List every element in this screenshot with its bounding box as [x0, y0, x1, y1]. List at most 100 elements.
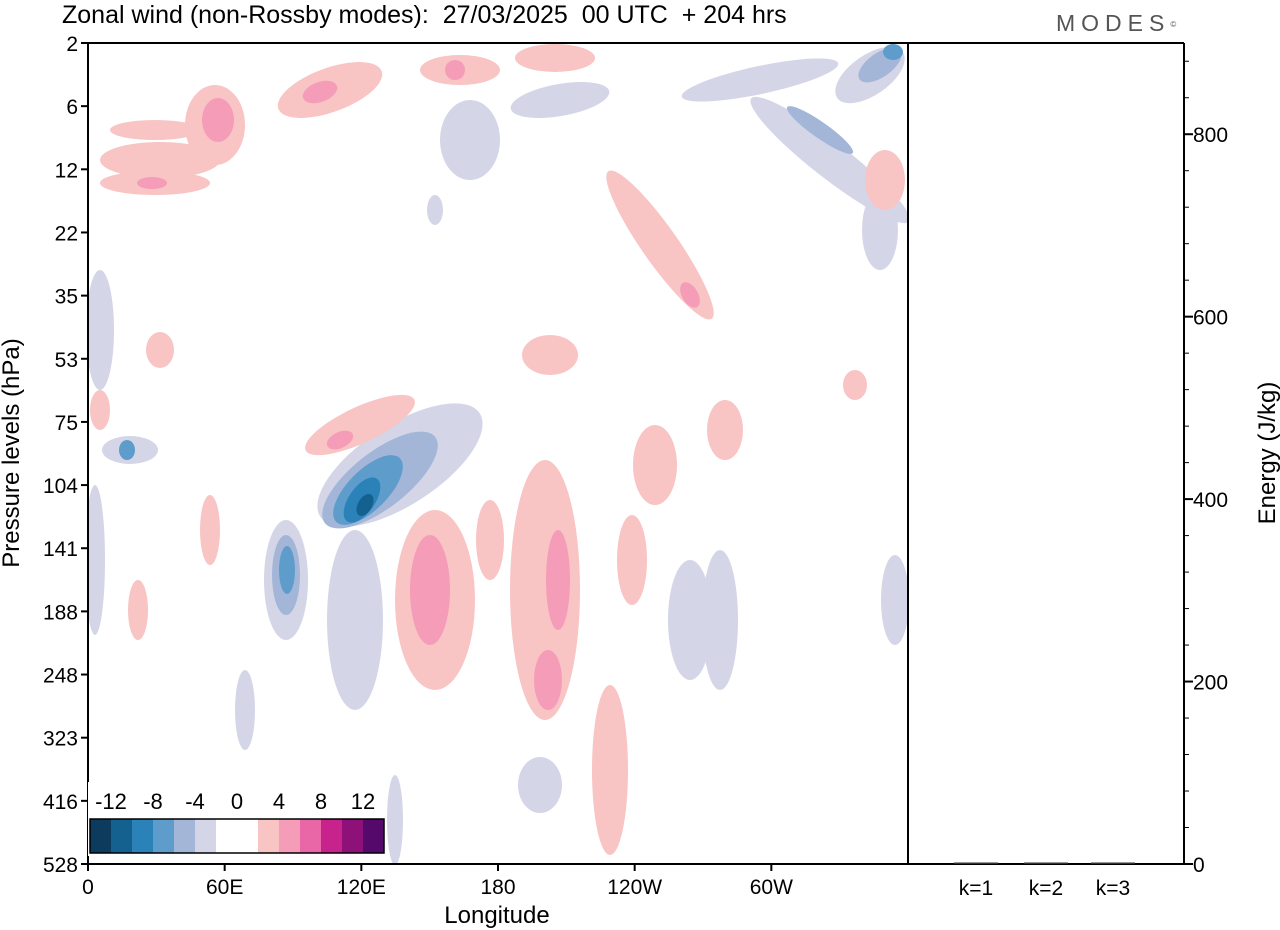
contour-region	[440, 100, 500, 180]
energy-bars: k=1 k=2 k=3	[954, 862, 1135, 900]
colorbar-swatch	[174, 819, 195, 853]
contour-region	[128, 580, 148, 640]
colorbar-label: -12	[95, 789, 127, 814]
colorbar-swatch	[300, 819, 321, 853]
contour-region	[680, 282, 700, 308]
contour-region	[617, 515, 647, 605]
contour-region	[327, 530, 383, 710]
contour-region	[100, 142, 220, 178]
colorbar-swatch	[279, 819, 300, 853]
contour-region	[510, 460, 580, 720]
wavenumber-label: k=3	[1096, 877, 1130, 900]
x-tick-label: 120W	[607, 876, 662, 899]
y-tick-label: 2	[66, 33, 78, 56]
colorbar-label: -4	[185, 789, 205, 814]
wind-field	[88, 44, 908, 864]
energy-axis: 0 200 400 600 800	[1184, 60, 1228, 877]
colorbar-label: 12	[351, 789, 375, 814]
contour-region	[279, 546, 295, 594]
x-tick-label: 60E	[206, 876, 243, 899]
contour-region	[883, 44, 903, 60]
contour-region	[387, 775, 403, 864]
colorbar-swatch	[216, 819, 237, 853]
contour-region	[702, 550, 738, 690]
contour-region	[110, 120, 200, 140]
colorbar-swatch	[111, 819, 132, 853]
contour-region	[681, 58, 839, 102]
contour-region	[410, 535, 450, 645]
energy-tick-label: 400	[1193, 489, 1228, 512]
colorbar-swatch	[363, 819, 384, 853]
contour-region	[668, 560, 712, 680]
contour-region	[707, 400, 743, 460]
contour-region	[88, 270, 114, 390]
contour-region	[515, 44, 595, 72]
x-tick-label: 120E	[337, 876, 386, 899]
energy-bar	[1024, 862, 1068, 864]
energy-axis-title: Energy (J/kg)	[1254, 382, 1280, 525]
wavenumber-label: k=1	[959, 877, 993, 900]
y-tick-label: 141	[43, 538, 78, 561]
longitude-axis: 0 60E 120E 180 120W 60W	[82, 864, 793, 899]
y-tick-label: 416	[43, 791, 78, 814]
y-tick-label: 35	[55, 286, 78, 309]
colorbar: -12 -8 -4 0 4 8 12	[88, 782, 386, 856]
brand-mark: ©	[1170, 20, 1177, 29]
contour-region	[119, 440, 135, 460]
energy-tick-label: 200	[1193, 672, 1228, 695]
contour-region	[546, 530, 570, 630]
contour-region	[137, 177, 167, 189]
y-tick-label: 528	[43, 854, 78, 877]
brand-text: MODES	[1056, 10, 1171, 36]
colorbar-swatch	[132, 819, 153, 853]
energy-tick-label: 0	[1193, 854, 1205, 877]
contour-region	[522, 335, 578, 375]
pressure-axis: 2 6 12 22 35 53 75 104 141 188 248 323 416 528	[43, 33, 88, 877]
colorbar-frame	[89, 818, 385, 854]
y-tick-label: 104	[43, 475, 78, 498]
colorbar-swatch	[258, 819, 279, 853]
contour-region	[786, 106, 854, 154]
x-tick-label: 0	[82, 876, 94, 899]
colorbar-swatch	[195, 819, 216, 853]
y-tick-label: 12	[55, 159, 78, 182]
contour-region	[534, 650, 562, 710]
x-tick-label: 60W	[750, 876, 793, 899]
x-tick-label: 180	[480, 876, 515, 899]
contour-region	[633, 425, 677, 505]
y-tick-label: 75	[55, 412, 78, 435]
energy-bar	[954, 862, 998, 864]
colorbar-swatch	[153, 819, 174, 853]
contour-region	[592, 685, 628, 855]
colorbar-swatch	[90, 819, 111, 853]
contour-region	[510, 82, 610, 118]
colorbar-label: -8	[143, 789, 163, 814]
contour-region	[865, 150, 905, 210]
contour-region	[862, 190, 898, 270]
y-tick-label: 188	[43, 601, 78, 624]
y-tick-label: 323	[43, 728, 78, 751]
x-axis-title: Longitude	[444, 902, 549, 929]
contour-region	[200, 495, 220, 565]
contour-region	[146, 332, 174, 368]
modes-logo: MODES©	[1056, 9, 1176, 37]
colorbar-swatch	[321, 819, 342, 853]
chart-title: Zonal wind (non-Rossby modes): 27/03/202…	[62, 1, 787, 29]
colorbar-label: 4	[273, 789, 285, 814]
contour-region	[90, 390, 110, 430]
energy-tick-label: 600	[1193, 307, 1228, 330]
contour-region	[518, 757, 562, 813]
contour-region	[881, 555, 908, 645]
contour-region	[606, 170, 714, 320]
colorbar-swatch	[237, 819, 258, 853]
contour-region	[427, 195, 443, 225]
y-tick-label: 22	[55, 222, 78, 245]
contour-region	[326, 430, 354, 450]
y-axis-title: Pressure levels (hPa)	[0, 338, 25, 567]
contour-region	[235, 670, 255, 750]
wavenumber-label: k=2	[1029, 877, 1063, 900]
energy-bar	[1091, 862, 1135, 864]
colorbar-swatch	[342, 819, 363, 853]
y-tick-label: 248	[43, 665, 78, 688]
contour-region	[445, 60, 465, 80]
